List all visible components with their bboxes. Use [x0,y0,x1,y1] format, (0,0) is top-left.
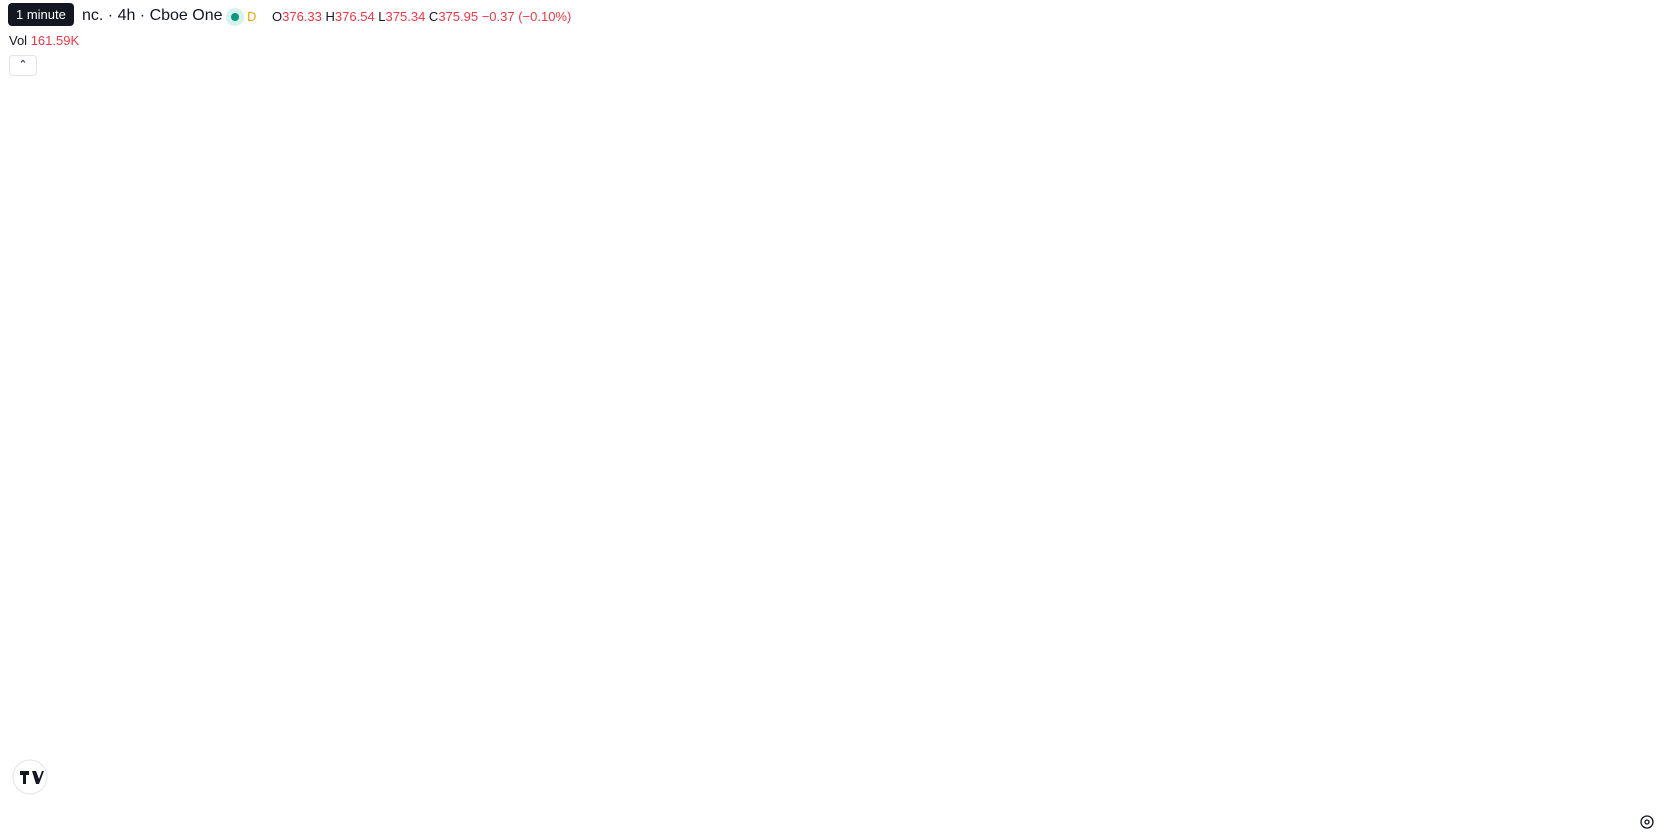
vol-label: Vol [9,33,28,48]
c-label: C [428,9,439,24]
status-dot-inner [231,13,239,21]
vol-value: 161.59K [30,33,80,48]
ohlc: O376.33 H376.54 L375.34 C375.95 −0.37 (−… [272,9,571,24]
l-label: L [378,9,386,24]
change: −0.37 (−0.10%) [481,9,572,24]
interval-badge: D [247,9,257,24]
tooltip: 1 minute [8,3,74,26]
o-label: O [272,9,283,24]
vol-legend: Vol 161.59K [9,33,79,48]
h-label: H [325,9,335,24]
l-value: 375.34 [385,9,426,24]
collapse-button[interactable]: ⌃ [9,55,37,76]
h-value: 376.54 [334,9,375,24]
settings-icon[interactable] [1640,815,1654,829]
o-value: 376.33 [282,9,322,24]
symbol: nc. · 4h · Cboe One [82,7,223,24]
tv-logo [12,759,48,795]
c-value: 375.95 [438,9,479,24]
